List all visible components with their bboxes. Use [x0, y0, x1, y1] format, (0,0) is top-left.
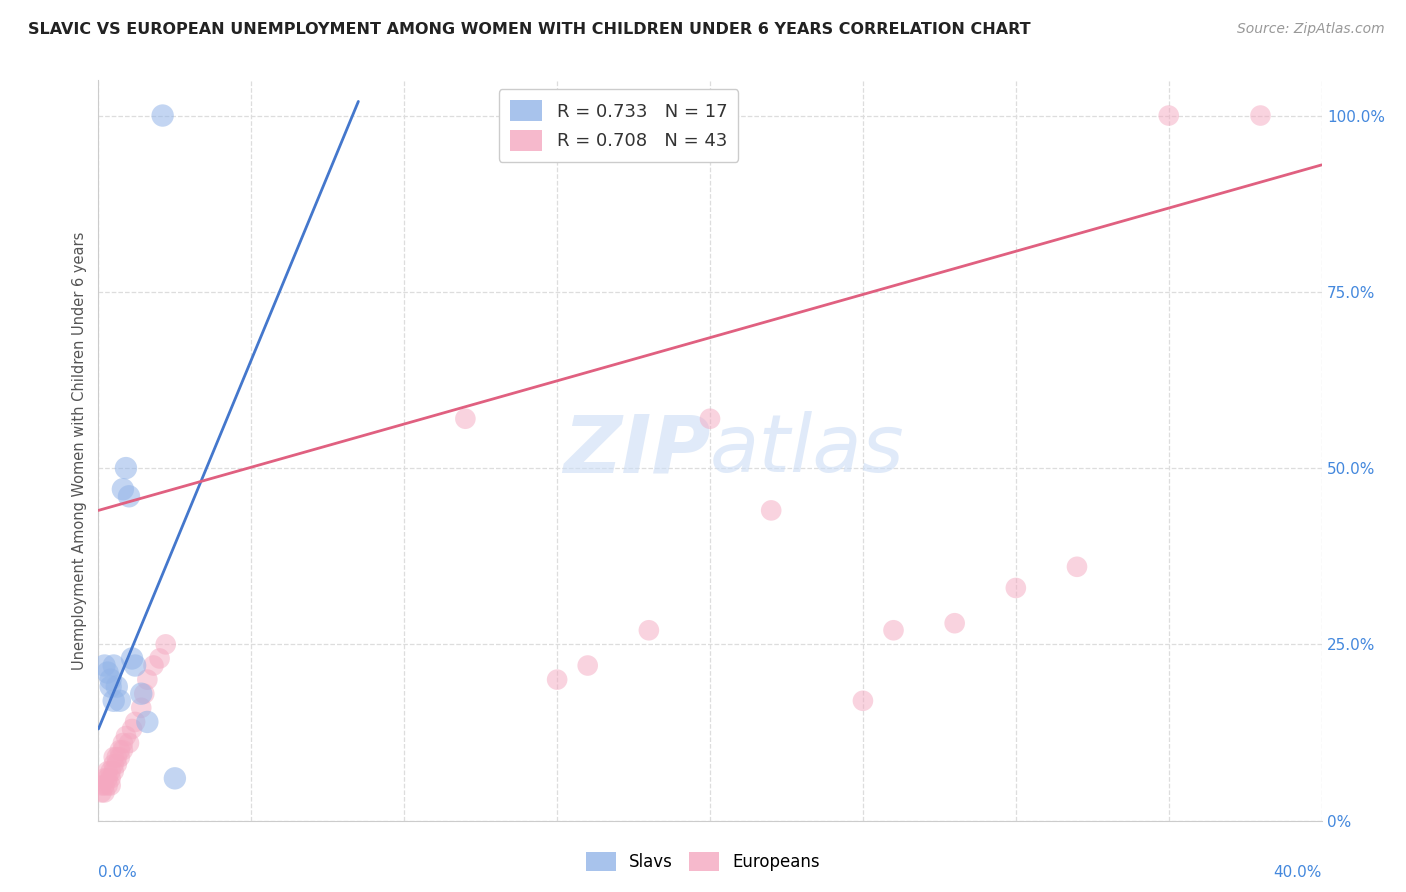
Point [124, 658, 146, 673]
Point [105, 757, 128, 772]
Point [111, 482, 134, 496]
Y-axis label: Unemployment Among Women with Children Under 6 years: Unemployment Among Women with Children U… [72, 231, 87, 670]
Point [129, 687, 152, 701]
Text: Source: ZipAtlas.com: Source: ZipAtlas.com [1237, 22, 1385, 37]
Point [103, 658, 125, 673]
Text: atlas: atlas [710, 411, 905, 490]
Legend: R = 0.733   N = 17, R = 0.708   N = 43: R = 0.733 N = 17, R = 0.708 N = 43 [499, 89, 738, 161]
Point [134, 687, 156, 701]
Point [152, 109, 174, 123]
Point [108, 743, 131, 757]
Text: 0.0%: 0.0% [98, 865, 138, 880]
Point [93, 778, 115, 792]
Point [454, 411, 477, 425]
Point [108, 694, 131, 708]
Text: SLAVIC VS EUROPEAN UNEMPLOYMENT AMONG WOMEN WITH CHILDREN UNDER 6 YEARS CORRELAT: SLAVIC VS EUROPEAN UNEMPLOYMENT AMONG WO… [28, 22, 1031, 37]
Point [124, 714, 146, 729]
Point [111, 743, 134, 757]
Point [129, 701, 152, 715]
Point [97, 772, 120, 786]
Point [852, 694, 875, 708]
Point [103, 694, 125, 708]
Point [943, 616, 966, 631]
Point [759, 503, 782, 517]
Point [155, 637, 177, 651]
Point [105, 750, 128, 764]
Point [136, 714, 159, 729]
Point [100, 778, 122, 792]
Point [142, 658, 165, 673]
Point [93, 772, 115, 786]
Point [1157, 109, 1180, 123]
Point [105, 680, 128, 694]
Point [576, 658, 599, 673]
Point [136, 673, 159, 687]
Point [100, 772, 122, 786]
Point [93, 785, 115, 799]
Point [637, 624, 661, 638]
Point [118, 489, 141, 503]
Point [118, 736, 141, 750]
Point [111, 736, 134, 750]
Point [115, 461, 138, 475]
Point [1249, 109, 1271, 123]
Point [100, 764, 122, 779]
Point [97, 764, 120, 779]
Point [100, 680, 122, 694]
Point [546, 673, 568, 687]
Legend: Slavs, Europeans: Slavs, Europeans [578, 843, 828, 880]
Point [121, 722, 143, 736]
Point [97, 665, 120, 680]
Point [100, 673, 122, 687]
Point [90, 785, 112, 799]
Point [149, 651, 172, 665]
Point [93, 658, 115, 673]
Point [1066, 559, 1088, 574]
Point [121, 651, 143, 665]
Point [883, 624, 905, 638]
Point [103, 750, 125, 764]
Point [97, 778, 120, 792]
Point [163, 772, 186, 786]
Text: ZIP: ZIP [562, 411, 710, 490]
Point [115, 729, 138, 743]
Point [1004, 581, 1026, 595]
Point [699, 411, 721, 425]
Point [103, 764, 125, 779]
Point [108, 750, 131, 764]
Point [103, 757, 125, 772]
Point [90, 778, 112, 792]
Text: 40.0%: 40.0% [1274, 865, 1322, 880]
